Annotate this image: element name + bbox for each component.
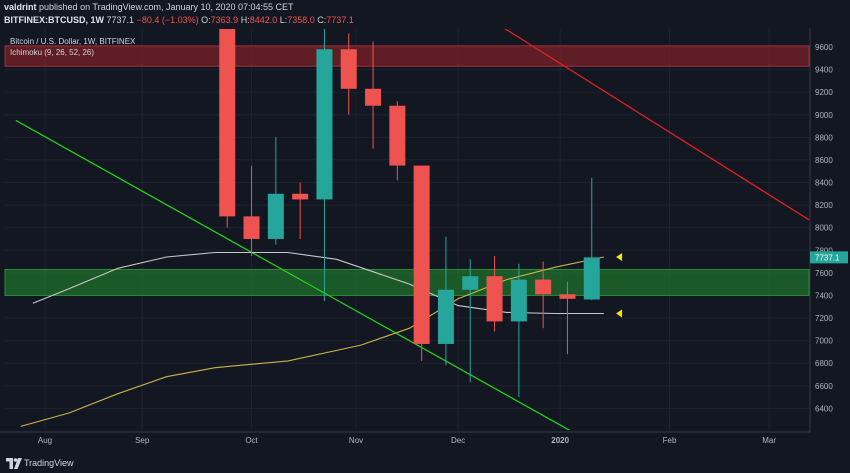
bear-candle — [219, 29, 236, 217]
y-tick-label: 7400 — [815, 291, 833, 300]
markers — [616, 253, 623, 318]
y-tick-label: 6800 — [815, 359, 833, 368]
x-tick-label: Mar — [762, 436, 776, 445]
footer: TradingView — [0, 455, 850, 473]
red-trendline — [504, 29, 809, 221]
y-tick-label: 8600 — [815, 156, 833, 165]
grid-lines — [5, 29, 809, 430]
high-value: 8442.0 — [249, 15, 278, 25]
last-price-tag — [810, 251, 848, 264]
bear-candle — [559, 294, 576, 299]
support-zone — [4, 268, 810, 296]
open-value: 7363.9 — [210, 15, 239, 25]
y-tick-label: 6400 — [815, 404, 833, 413]
bear-candle — [365, 88, 382, 106]
y-tick-label: 8400 — [815, 179, 833, 188]
price-change: −80.4 (−1.03%) — [136, 15, 199, 25]
x-tick-label: Feb — [663, 436, 677, 445]
published-text: published on TradingView.com, January 10… — [39, 2, 294, 12]
bear-candle — [340, 49, 357, 89]
symbol-label: BITFINEX:BTCUSD, 1W — [4, 15, 104, 25]
y-tick-label: 6600 — [815, 382, 833, 391]
high-label: H: — [240, 15, 250, 25]
green-trendline — [15, 119, 571, 430]
y-tick-label: 7600 — [815, 269, 833, 278]
x-tick-label: Oct — [245, 436, 258, 445]
ichimoku-yellow-line — [20, 256, 605, 427]
low-value: 7358.0 — [287, 15, 315, 25]
candles — [219, 29, 600, 398]
bear-candle — [389, 105, 406, 166]
bull-candle — [583, 257, 600, 300]
bear-candle — [486, 276, 503, 322]
x-tick-label: Aug — [38, 436, 52, 445]
chart-legend: Bitcoin / U.S. Dollar, 1W, BITFINEX Ichi… — [10, 36, 135, 58]
y-tick-label: 7000 — [815, 337, 833, 346]
publish-header: valdrint published on TradingView.com, J… — [0, 0, 850, 28]
close-label: C: — [317, 15, 327, 25]
bull-candle — [462, 276, 479, 290]
y-tick-label: 9000 — [815, 111, 833, 120]
x-tick-label: Sep — [135, 436, 150, 445]
x-tick-label: 2020 — [551, 436, 569, 445]
y-tick-label: 8200 — [815, 201, 833, 210]
price-marker — [616, 309, 623, 318]
price-marker — [616, 253, 623, 262]
x-tick-label: Dec — [451, 436, 465, 445]
price-value: 7737.1 — [106, 15, 135, 25]
support-resistance-zones — [4, 45, 810, 296]
bull-candle — [510, 279, 527, 322]
instrument-label: Bitcoin / U.S. Dollar, 1W, BITFINEX — [10, 37, 136, 46]
bear-candle — [413, 165, 430, 344]
bear-candle — [292, 193, 309, 200]
bull-candle — [437, 289, 454, 344]
y-tick-label: 9200 — [815, 88, 833, 97]
bear-candle — [535, 279, 552, 295]
y-tick-label: 7800 — [815, 246, 833, 255]
resistance-zone — [4, 45, 810, 67]
last-price-label: 7737.1 — [815, 253, 840, 262]
bull-candle — [316, 49, 333, 200]
author-name[interactable]: valdrint — [4, 2, 37, 12]
symbol-line: BITFINEX:BTCUSD, 1W 7737.1 −80.4 (−1.03%… — [4, 15, 354, 25]
y-axis: 6400 6600 6800 7000 7200 7400 7600 7800 8000 8200… — [809, 28, 850, 455]
close-value: 7737.1 — [326, 15, 354, 25]
y-tick-label: 7200 — [815, 314, 833, 323]
low-label: L: — [279, 15, 288, 25]
bull-candle — [267, 193, 284, 239]
indicator-label[interactable]: Ichimoku (9, 26, 52, 26) — [10, 48, 95, 57]
x-axis: Aug Sep Oct Nov Dec 2020 Feb Mar — [0, 431, 810, 445]
y-tick-label: 9400 — [815, 66, 833, 75]
y-tick-label: 8800 — [815, 133, 833, 142]
tradingview-logo-icon — [6, 458, 22, 469]
y-tick-label: 8000 — [815, 224, 833, 233]
trendlines — [15, 29, 809, 430]
y-axis-panel — [810, 28, 850, 455]
bear-candle — [243, 216, 260, 239]
y-tick-label: 9600 — [815, 43, 833, 52]
publish-line: valdrint published on TradingView.com, J… — [4, 2, 294, 12]
open-label: O: — [201, 15, 211, 25]
x-tick-label: Nov — [349, 436, 363, 445]
tradingview-brand[interactable]: TradingView — [24, 458, 74, 468]
